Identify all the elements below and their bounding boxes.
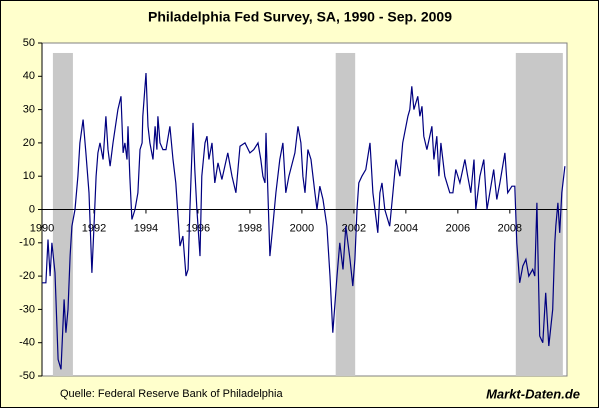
chart-title: Philadelphia Fed Survey, SA, 1990 - Sep.… [148, 9, 452, 25]
shaded-period [52, 52, 73, 377]
source: Quelle: Federal Reserve Bank of Philadel… [60, 388, 283, 400]
x-tick-label: 2002 [342, 222, 366, 234]
data-line [42, 72, 566, 370]
y-tick-label: -30 [19, 303, 35, 315]
x-tick-label: 2000 [290, 222, 314, 234]
y-tick-label: -40 [19, 337, 35, 349]
brand: Markt-Daten.de [486, 386, 580, 401]
y-tick-label: 40 [23, 70, 35, 82]
x-tick-label: 2006 [446, 222, 470, 234]
y-tick-label: -50 [19, 370, 35, 382]
x-tick-label: 2004 [394, 222, 418, 234]
y-tick-label: 10 [23, 170, 35, 182]
y-tick-label: -20 [19, 270, 35, 282]
x-tick-label: 1994 [134, 222, 158, 234]
x-tick-label: 2008 [498, 222, 522, 234]
y-tick-label: 0 [29, 203, 35, 215]
y-tick-label: 20 [23, 137, 35, 149]
y-tick-label: 30 [23, 104, 35, 116]
x-tick-label: 1998 [238, 222, 262, 234]
y-tick-label: -10 [19, 237, 35, 249]
shaded-period [335, 52, 356, 377]
y-tick-label: 50 [23, 37, 35, 49]
x-tick-label: 1990 [30, 222, 54, 234]
